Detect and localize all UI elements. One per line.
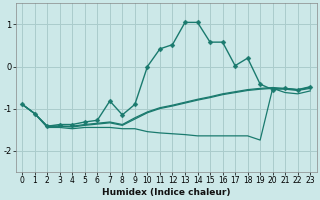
X-axis label: Humidex (Indice chaleur): Humidex (Indice chaleur): [102, 188, 230, 197]
